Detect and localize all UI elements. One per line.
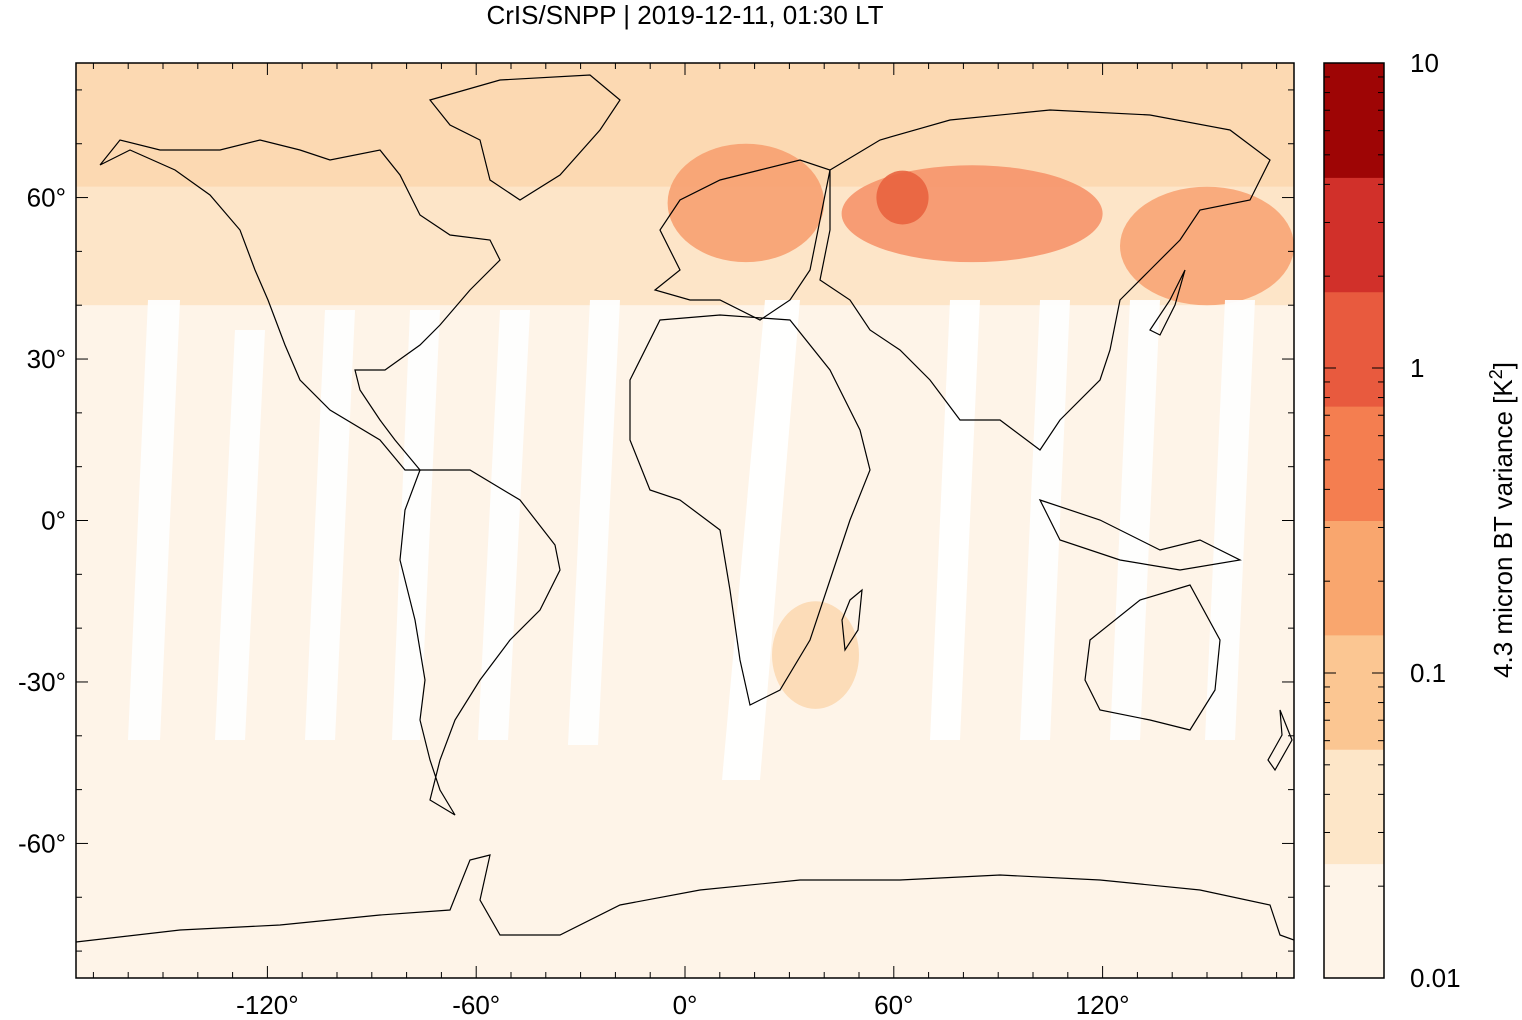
x-tick-label: -120°	[236, 990, 298, 1020]
x-tick-label: 60°	[874, 990, 913, 1020]
colorbar-segment	[1324, 406, 1384, 521]
colorbar-segment	[1324, 63, 1384, 178]
madagascar-coast	[841, 588, 863, 652]
antarctica-coast	[76, 854, 1294, 943]
colorbar-tick-label: 0.1	[1410, 658, 1446, 688]
colorbar-segment	[1324, 634, 1384, 750]
asia-coast	[819, 109, 1271, 451]
colorbar-tick-label: 1	[1410, 353, 1424, 383]
y-tick-label: -30°	[18, 667, 66, 697]
colorbar-frame	[1323, 62, 1385, 979]
x-tick-label: 120°	[1076, 990, 1130, 1020]
region-western-siberia-band	[841, 165, 1103, 263]
africa-coast	[629, 314, 871, 706]
colorbar-segment	[1324, 749, 1384, 865]
greenland-coast	[428, 74, 621, 201]
y-tick-label: 30°	[27, 344, 66, 374]
colorbar-tick-label: 10	[1410, 48, 1439, 78]
australia-coast	[1084, 584, 1221, 731]
colorbar	[1324, 63, 1384, 979]
coastlines	[76, 74, 1294, 943]
colorbar-segment	[1324, 291, 1384, 407]
y-tick-label: 0°	[41, 506, 66, 536]
colorbar-tick-label: 0.01	[1410, 963, 1461, 993]
x-tick-label: 0°	[673, 990, 698, 1020]
colorbar-segment	[1324, 520, 1384, 636]
map-title: CrIS/SNPP | 2019-12-11, 01:30 LT	[486, 0, 884, 30]
japan-coast	[1149, 269, 1186, 336]
colorbar-label: 4.3 micron BT variance [K2]	[1486, 362, 1518, 678]
colorbar-segment	[1324, 177, 1384, 293]
region-central-siberia-core	[876, 170, 929, 225]
colorbar-segment	[1324, 863, 1384, 979]
x-axis: -120° -60° 0° 60° 120°	[92, 63, 1278, 1020]
variance-field	[76, 63, 1294, 709]
region-east-asia-band	[1120, 186, 1294, 306]
y-axis: 60° 30° 0° -30° -60°	[18, 89, 1294, 952]
north-america-coast	[99, 139, 501, 471]
south-america-coast	[399, 469, 561, 816]
region-northern-europe-band	[667, 143, 825, 263]
y-tick-label: 60°	[27, 183, 66, 213]
region-southern-africa-patch	[772, 601, 859, 709]
x-tick-label: -60°	[452, 990, 500, 1020]
colorbar-ticks: 10 1 0.1 0.01	[1324, 48, 1461, 993]
new-zealand-coast	[1267, 709, 1293, 772]
indonesia-coast	[1038, 498, 1242, 571]
y-tick-label: -60°	[18, 828, 66, 858]
